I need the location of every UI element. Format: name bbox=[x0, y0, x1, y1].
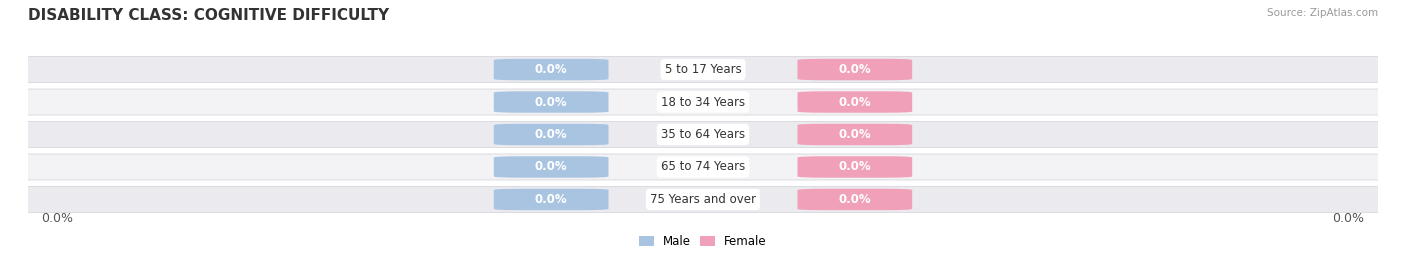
Text: 0.0%: 0.0% bbox=[1333, 213, 1364, 225]
Text: 0.0%: 0.0% bbox=[42, 213, 73, 225]
Legend: Male, Female: Male, Female bbox=[634, 230, 772, 253]
Text: 65 to 74 Years: 65 to 74 Years bbox=[661, 161, 745, 174]
FancyBboxPatch shape bbox=[797, 91, 912, 113]
FancyBboxPatch shape bbox=[797, 59, 912, 80]
Text: 75 Years and over: 75 Years and over bbox=[650, 193, 756, 206]
Text: 18 to 34 Years: 18 to 34 Years bbox=[661, 95, 745, 108]
Text: 0.0%: 0.0% bbox=[534, 161, 568, 174]
Text: 0.0%: 0.0% bbox=[534, 63, 568, 76]
Text: 0.0%: 0.0% bbox=[838, 128, 872, 141]
FancyBboxPatch shape bbox=[1, 89, 1405, 115]
Text: 5 to 17 Years: 5 to 17 Years bbox=[665, 63, 741, 76]
Text: 0.0%: 0.0% bbox=[534, 193, 568, 206]
Text: 35 to 64 Years: 35 to 64 Years bbox=[661, 128, 745, 141]
Text: Source: ZipAtlas.com: Source: ZipAtlas.com bbox=[1267, 8, 1378, 18]
FancyBboxPatch shape bbox=[797, 124, 912, 145]
FancyBboxPatch shape bbox=[494, 156, 609, 178]
FancyBboxPatch shape bbox=[494, 91, 609, 113]
FancyBboxPatch shape bbox=[1, 122, 1405, 147]
FancyBboxPatch shape bbox=[1, 56, 1405, 83]
Text: 0.0%: 0.0% bbox=[534, 95, 568, 108]
FancyBboxPatch shape bbox=[1, 186, 1405, 213]
FancyBboxPatch shape bbox=[494, 124, 609, 145]
FancyBboxPatch shape bbox=[494, 189, 609, 210]
Text: 0.0%: 0.0% bbox=[838, 161, 872, 174]
Text: DISABILITY CLASS: COGNITIVE DIFFICULTY: DISABILITY CLASS: COGNITIVE DIFFICULTY bbox=[28, 8, 389, 23]
FancyBboxPatch shape bbox=[1, 154, 1405, 180]
Text: 0.0%: 0.0% bbox=[838, 63, 872, 76]
Text: 0.0%: 0.0% bbox=[534, 128, 568, 141]
FancyBboxPatch shape bbox=[494, 59, 609, 80]
FancyBboxPatch shape bbox=[797, 189, 912, 210]
Text: 0.0%: 0.0% bbox=[838, 193, 872, 206]
Text: 0.0%: 0.0% bbox=[838, 95, 872, 108]
FancyBboxPatch shape bbox=[797, 156, 912, 178]
